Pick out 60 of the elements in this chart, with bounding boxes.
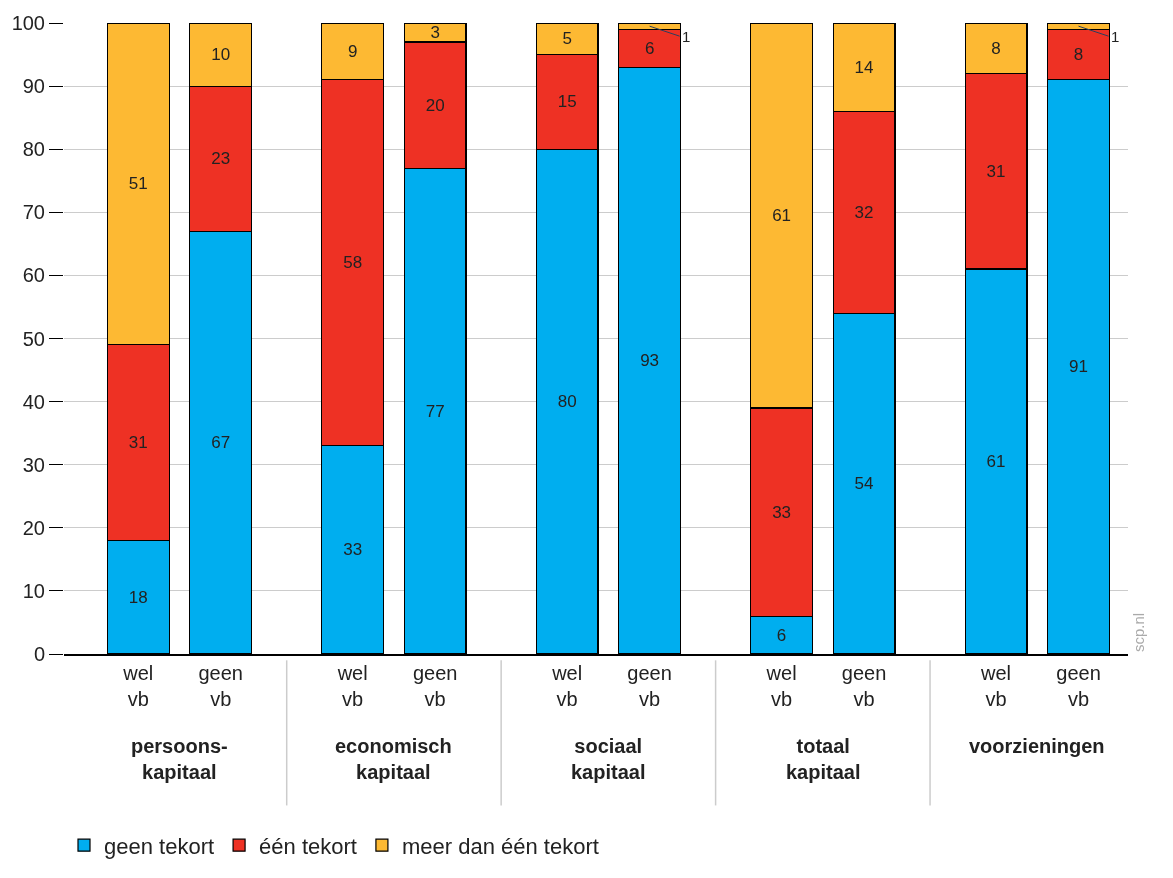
data-label: 1	[1111, 28, 1120, 45]
y-tick-label: 10	[22, 579, 45, 602]
data-label: 58	[343, 253, 363, 273]
x-tick-label: geen vb	[412, 661, 458, 710]
x-tick-label: wel vb	[765, 661, 797, 710]
y-tick-label: 100	[11, 12, 45, 34]
data-label: 6	[776, 625, 787, 645]
y-tick-label: 60	[22, 264, 45, 287]
y-tick-label: 40	[22, 390, 45, 413]
data-label: 8	[991, 38, 1001, 58]
x-tick-label: wel vb	[336, 661, 368, 710]
legend-label: geen tekort	[104, 833, 215, 859]
data-label: 51	[128, 174, 148, 194]
text: persoons- kapitaal	[131, 735, 228, 783]
data-label: 32	[854, 202, 874, 222]
data-label: 1	[682, 28, 691, 45]
data-label: 31	[128, 433, 148, 453]
data-label: 67	[211, 433, 231, 453]
data-label: 6	[644, 38, 655, 58]
legend-label: meer dan één tekort	[401, 833, 599, 859]
y-tick-label: 50	[22, 327, 45, 350]
text: voorzieningen	[969, 735, 1105, 757]
x-tick-label: wel vb	[980, 661, 1012, 710]
data-label: 15	[557, 92, 577, 112]
data-label: 23	[211, 149, 231, 169]
y-tick-label: 0	[33, 643, 45, 665]
x-tick-label: wel vb	[551, 661, 583, 710]
data-label: 33	[772, 502, 792, 522]
data-label: 31	[986, 161, 1006, 181]
y-tick-label: 70	[22, 201, 45, 224]
data-label: 20	[425, 95, 445, 115]
data-label: 8	[1073, 45, 1084, 65]
data-label: 80	[557, 392, 577, 412]
data-label: 54	[854, 474, 874, 494]
data-label: 61	[772, 205, 792, 225]
data-label: 93	[640, 351, 660, 371]
data-label: 18	[128, 587, 148, 607]
y-tick-label: 30	[22, 453, 45, 476]
x-tick-label: geen vb	[198, 661, 243, 710]
data-label: 5	[562, 29, 572, 49]
x-tick-label: wel vb	[122, 661, 154, 710]
y-tick-label: 20	[22, 516, 45, 539]
data-label: 9	[347, 41, 358, 61]
data-label: 77	[425, 401, 445, 421]
text: scp.nl	[1130, 612, 1147, 652]
x-tick-label: geen vb	[1056, 661, 1101, 710]
text: sociaal kapitaal	[571, 735, 646, 783]
data-label: 10	[211, 45, 231, 65]
legend-label: één tekort	[259, 833, 357, 859]
y-tick-label: 90	[22, 75, 45, 98]
data-label: 3	[430, 22, 440, 42]
data-label: 14	[854, 57, 874, 77]
text: economisch kapitaal	[335, 735, 452, 783]
x-tick-label: geen vb	[841, 661, 887, 710]
x-tick-label: geen vb	[627, 661, 672, 710]
text: totaal kapitaal	[786, 735, 861, 783]
data-label: 61	[986, 452, 1006, 472]
y-tick-label: 80	[22, 138, 45, 161]
data-label: 33	[343, 540, 363, 560]
data-label: 91	[1069, 357, 1088, 377]
